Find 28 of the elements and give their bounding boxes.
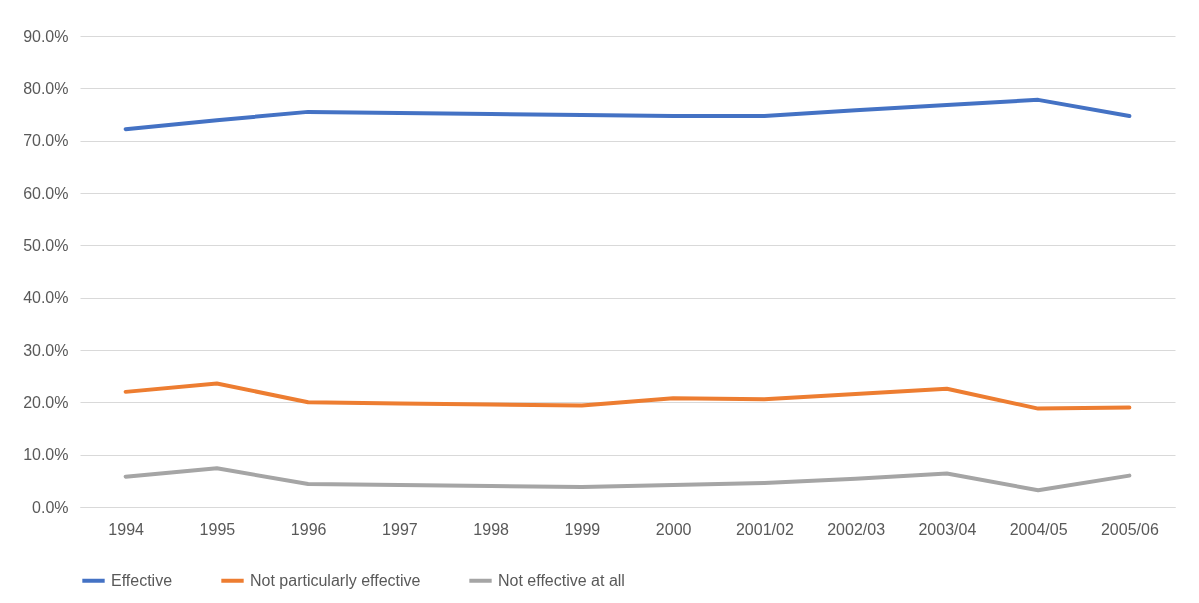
line-series bbox=[123, 466, 1132, 493]
y-tick-label: 70.0% bbox=[23, 132, 69, 150]
legend-label: Not particularly effective bbox=[250, 571, 421, 589]
y-tick-label: 60.0% bbox=[23, 184, 69, 202]
y-tick-label: 90.0% bbox=[23, 27, 69, 45]
x-tick-label: 1996 bbox=[290, 520, 327, 538]
y-tick-label: 30.0% bbox=[23, 341, 69, 359]
y-tick-label: 0.0% bbox=[32, 498, 69, 516]
x-tick-label: 2005/06 bbox=[1100, 520, 1159, 538]
y-tick-label: 80.0% bbox=[23, 79, 69, 97]
x-tick-label: 2003/04 bbox=[918, 520, 977, 538]
y-tick-label: 10.0% bbox=[23, 446, 69, 464]
legend-label: Not effective at all bbox=[498, 571, 625, 589]
x-tick-label: 2001/02 bbox=[735, 520, 794, 538]
line-series bbox=[123, 97, 1132, 132]
x-tick-label: 1995 bbox=[199, 520, 236, 538]
x-tick-label: 1999 bbox=[564, 520, 601, 538]
x-tick-label: 1997 bbox=[382, 520, 418, 538]
x-tick-label: 1998 bbox=[473, 520, 510, 538]
y-tick-label: 50.0% bbox=[23, 236, 69, 254]
x-tick-label: 2004/05 bbox=[1009, 520, 1068, 538]
y-tick-label: 40.0% bbox=[23, 289, 69, 307]
y-tick-label: 20.0% bbox=[23, 393, 69, 411]
x-tick-label: 2002/03 bbox=[827, 520, 886, 538]
x-tick-label: 2000 bbox=[655, 520, 692, 538]
line-series bbox=[123, 381, 1132, 411]
x-tick-label: 1994 bbox=[108, 520, 145, 538]
legend-label: Effective bbox=[111, 571, 173, 589]
